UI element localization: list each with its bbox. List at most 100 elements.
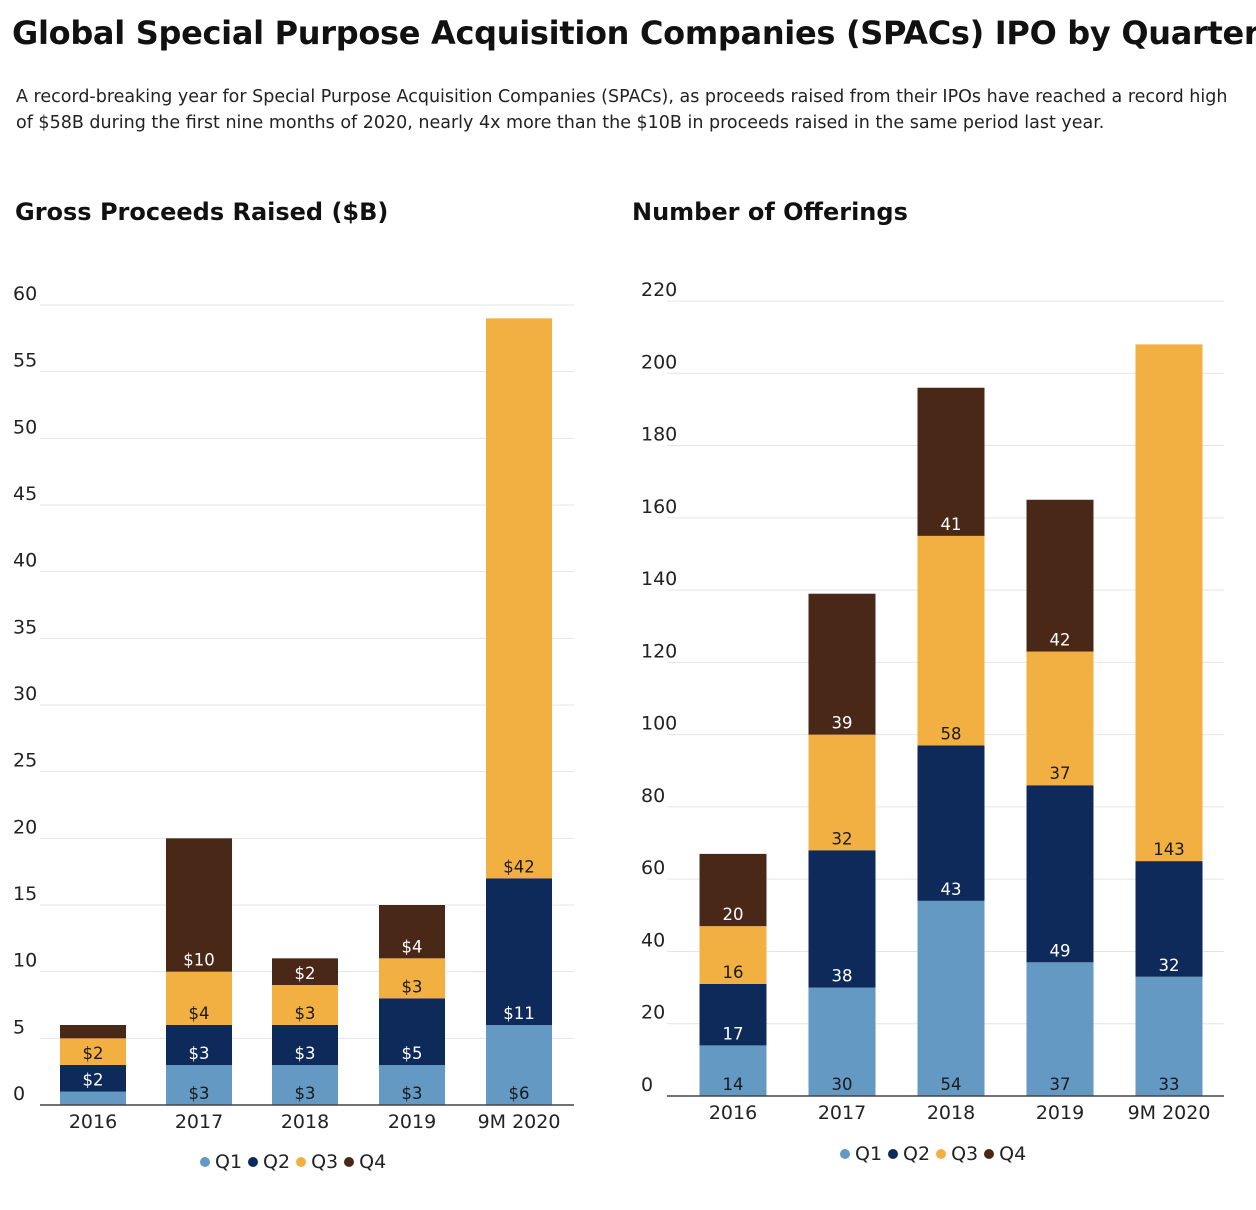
data-label: $42 bbox=[503, 857, 535, 876]
data-label: $3 bbox=[402, 1084, 423, 1103]
bar-segment-q2 bbox=[379, 998, 445, 1065]
y-tick-label: 25 bbox=[13, 750, 37, 772]
q2-dot-icon bbox=[888, 1149, 899, 1159]
data-label: $4 bbox=[189, 1004, 210, 1023]
y-tick-label: 10 bbox=[13, 950, 37, 972]
bar-segment-q3 bbox=[272, 985, 338, 1025]
data-label: 17 bbox=[723, 1024, 744, 1043]
y-tick-label: 35 bbox=[13, 616, 37, 638]
legend-label-q2: Q2 bbox=[903, 1143, 931, 1165]
q4-dot-icon bbox=[984, 1149, 995, 1159]
y-tick-label: 45 bbox=[13, 483, 37, 505]
bar-segment-q1 bbox=[379, 1065, 445, 1105]
legend-label-q3: Q3 bbox=[951, 1143, 979, 1165]
x-tick-label: 2019 bbox=[388, 1111, 436, 1133]
y-tick-label: 60 bbox=[13, 283, 37, 305]
q1-dot-icon bbox=[200, 1157, 210, 1167]
data-label: $4 bbox=[402, 937, 423, 956]
bar-segment-q4 bbox=[166, 838, 232, 972]
data-label: 49 bbox=[1050, 941, 1071, 960]
bar-segment-q3 bbox=[379, 958, 445, 999]
y-tick-label: 160 bbox=[641, 496, 677, 518]
q3-dot-icon bbox=[296, 1157, 307, 1167]
main-title: Global Special Purpose Acquisition Compa… bbox=[12, 14, 1256, 52]
bar-segment-q3 bbox=[1135, 344, 1203, 862]
y-tick-label: 20 bbox=[641, 1002, 665, 1024]
legend-label-q3: Q3 bbox=[311, 1151, 339, 1173]
y-tick-label: 5 bbox=[13, 1016, 25, 1038]
data-label: $3 bbox=[189, 1084, 210, 1103]
offerings-chart-title: Number of Offerings bbox=[632, 198, 908, 226]
y-tick-label: 80 bbox=[641, 785, 665, 807]
x-tick-label: 2016 bbox=[709, 1102, 757, 1124]
legend-item-q1: Q1 bbox=[840, 1143, 882, 1165]
data-label: 43 bbox=[941, 880, 962, 899]
legend-item-q3: Q3 bbox=[296, 1151, 338, 1173]
y-tick-label: 0 bbox=[13, 1083, 25, 1105]
bar-segment-q1 bbox=[699, 1045, 767, 1096]
data-label: 16 bbox=[723, 963, 744, 982]
y-tick-label: 100 bbox=[641, 713, 677, 735]
legend-item-q1: Q1 bbox=[200, 1151, 242, 1173]
x-tick-label: 2018 bbox=[281, 1111, 329, 1133]
bar-segment-q1 bbox=[1135, 976, 1203, 1096]
subtitle: A record-breaking year for Special Purpo… bbox=[16, 87, 1228, 133]
data-label: 42 bbox=[1050, 631, 1071, 650]
offerings-legend: Q1 Q2 Q3 Q4 bbox=[840, 1143, 1032, 1165]
data-label: $5 bbox=[402, 1044, 423, 1063]
x-tick-label: 9M 2020 bbox=[1128, 1102, 1211, 1124]
legend-item-q3: Q3 bbox=[936, 1143, 978, 1165]
bar-segment-q4 bbox=[1026, 499, 1094, 652]
data-label: $3 bbox=[295, 1004, 316, 1023]
y-tick-label: 180 bbox=[641, 424, 677, 446]
data-label: 41 bbox=[941, 515, 962, 534]
data-label: $6 bbox=[509, 1084, 530, 1103]
bar-segment-q2 bbox=[1135, 861, 1203, 977]
legend-item-q2: Q2 bbox=[248, 1151, 290, 1173]
bar-segment-q1 bbox=[808, 987, 876, 1096]
y-tick-label: 0 bbox=[641, 1074, 653, 1096]
y-tick-label: 20 bbox=[13, 816, 37, 838]
bar-segment-q4 bbox=[60, 1025, 126, 1039]
data-label: 58 bbox=[941, 724, 962, 743]
legend-label-q4: Q4 bbox=[999, 1143, 1027, 1165]
legend-label-q1: Q1 bbox=[855, 1143, 883, 1165]
bar-segment-q3 bbox=[917, 535, 985, 746]
x-tick-label: 2017 bbox=[818, 1102, 866, 1124]
data-label: 37 bbox=[1050, 1075, 1071, 1094]
y-tick-label: 40 bbox=[13, 550, 37, 572]
x-tick-label: 2018 bbox=[927, 1102, 975, 1124]
q4-dot-icon bbox=[344, 1157, 355, 1167]
bar-segment-q1 bbox=[60, 1091, 126, 1105]
x-tick-label: 2016 bbox=[69, 1111, 117, 1133]
data-label: 32 bbox=[832, 829, 853, 848]
legend-label-q2: Q2 bbox=[263, 1151, 291, 1173]
y-tick-label: 60 bbox=[641, 857, 665, 879]
bar-segment-q3 bbox=[60, 1038, 126, 1065]
y-tick-label: 120 bbox=[641, 640, 677, 662]
data-label: $11 bbox=[503, 1004, 535, 1023]
bar-segment-q2 bbox=[272, 1025, 338, 1065]
y-tick-label: 50 bbox=[13, 416, 37, 438]
bar-segment-q3 bbox=[699, 926, 767, 984]
q1-dot-icon bbox=[840, 1149, 850, 1159]
data-label: $3 bbox=[295, 1084, 316, 1103]
bar-segment-q1 bbox=[486, 1025, 552, 1105]
proceeds-legend: Q1 Q2 Q3 Q4 bbox=[200, 1151, 392, 1173]
data-label: $3 bbox=[402, 977, 423, 996]
proceeds-chart: 0 5 10 15 20 25 30 35 40 45 50 55 60 $2 $2 2016 $3 $3 $4 $1… bbox=[13, 283, 574, 1133]
proceeds-chart-title: Gross Proceeds Raised ($B) bbox=[15, 198, 389, 226]
bar-segment-q1 bbox=[1026, 962, 1094, 1096]
data-label: $2 bbox=[295, 964, 316, 983]
data-label: $3 bbox=[189, 1044, 210, 1063]
legend-item-q2: Q2 bbox=[888, 1143, 930, 1165]
bar-segment-q3 bbox=[166, 971, 232, 1025]
x-tick-label: 2019 bbox=[1036, 1102, 1084, 1124]
y-tick-label: 15 bbox=[13, 883, 37, 905]
bar-segment-q4 bbox=[917, 387, 985, 536]
legend-item-q4: Q4 bbox=[344, 1151, 386, 1173]
data-label: 39 bbox=[832, 714, 853, 733]
offerings-chart: 0 20 40 60 80 100 120 140 160 180 200 220 14 17 16 20 20… bbox=[641, 279, 1224, 1124]
bar-segment-q4 bbox=[808, 593, 876, 735]
